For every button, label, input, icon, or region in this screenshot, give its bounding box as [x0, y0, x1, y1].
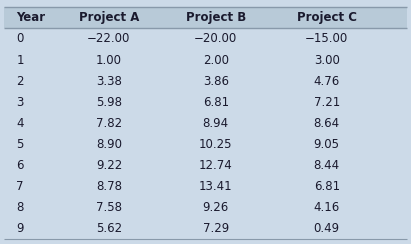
- Text: Project B: Project B: [186, 11, 246, 24]
- Text: 13.41: 13.41: [199, 180, 233, 193]
- Text: 7: 7: [16, 180, 24, 193]
- Text: 2: 2: [16, 75, 24, 88]
- Text: 9.26: 9.26: [203, 201, 229, 214]
- Text: 7.82: 7.82: [96, 117, 122, 130]
- Text: 6.81: 6.81: [314, 180, 340, 193]
- Text: 9.05: 9.05: [314, 138, 340, 151]
- Text: 3.86: 3.86: [203, 75, 229, 88]
- Text: 6.81: 6.81: [203, 96, 229, 109]
- Text: 10.25: 10.25: [199, 138, 233, 151]
- Text: −20.00: −20.00: [194, 32, 238, 45]
- Text: 8.78: 8.78: [96, 180, 122, 193]
- Text: 8.90: 8.90: [96, 138, 122, 151]
- Text: 3.00: 3.00: [314, 53, 339, 67]
- Text: 6: 6: [16, 159, 24, 172]
- Text: 7.21: 7.21: [314, 96, 340, 109]
- Text: 4.76: 4.76: [314, 75, 340, 88]
- Text: 2.00: 2.00: [203, 53, 229, 67]
- Text: 9: 9: [16, 222, 24, 235]
- Text: 0.49: 0.49: [314, 222, 340, 235]
- Text: 3: 3: [16, 96, 24, 109]
- Text: 5: 5: [16, 138, 24, 151]
- Text: 9.22: 9.22: [96, 159, 122, 172]
- Text: Project C: Project C: [297, 11, 357, 24]
- Text: −15.00: −15.00: [305, 32, 349, 45]
- Text: 8.44: 8.44: [314, 159, 340, 172]
- Text: 0: 0: [16, 32, 24, 45]
- Text: 5.62: 5.62: [96, 222, 122, 235]
- Text: 4: 4: [16, 117, 24, 130]
- Text: 5.98: 5.98: [96, 96, 122, 109]
- Text: 7.29: 7.29: [203, 222, 229, 235]
- Text: Project A: Project A: [79, 11, 139, 24]
- Text: Year: Year: [16, 11, 46, 24]
- Text: 3.38: 3.38: [96, 75, 122, 88]
- Text: 8: 8: [16, 201, 24, 214]
- Text: 4.16: 4.16: [314, 201, 340, 214]
- Text: 8.64: 8.64: [314, 117, 340, 130]
- Text: 12.74: 12.74: [199, 159, 233, 172]
- Text: −22.00: −22.00: [87, 32, 131, 45]
- Text: 8.94: 8.94: [203, 117, 229, 130]
- Text: 1: 1: [16, 53, 24, 67]
- Text: 1.00: 1.00: [96, 53, 122, 67]
- Bar: [4, 7, 407, 28]
- Text: 7.58: 7.58: [96, 201, 122, 214]
